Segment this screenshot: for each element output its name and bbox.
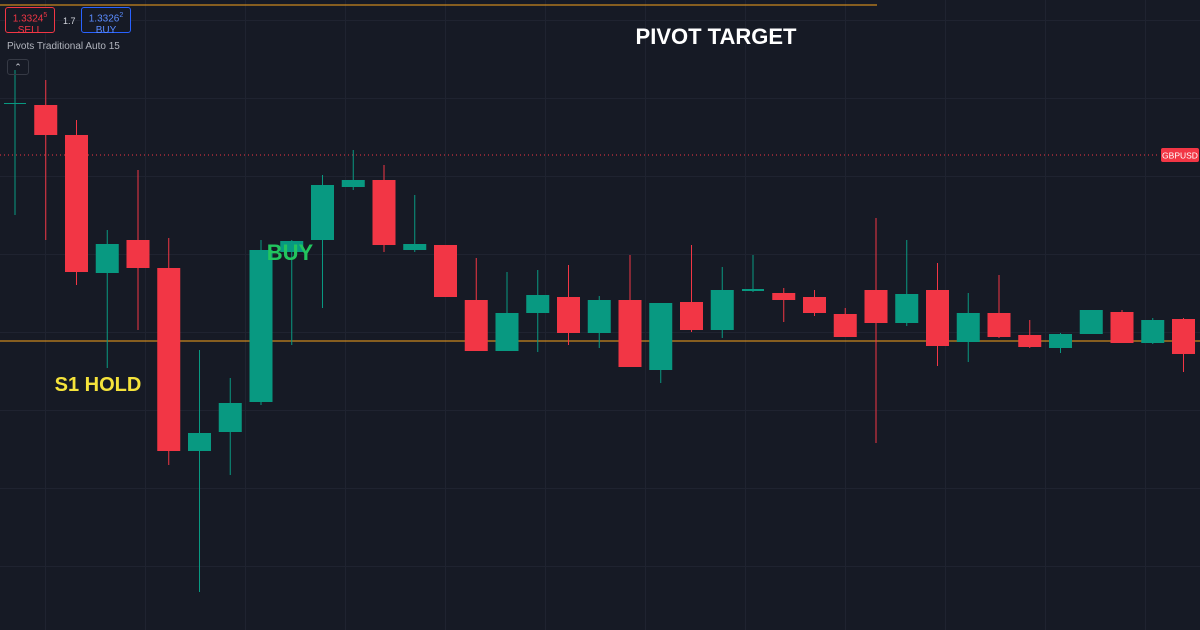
candle-body — [372, 180, 396, 245]
price-label: GBPUSD — [1162, 151, 1198, 161]
candle-body — [557, 297, 580, 333]
sell-button[interactable]: 1.33245 SELL — [5, 7, 55, 36]
candle-body — [311, 185, 334, 240]
candle-body — [218, 403, 242, 432]
candle-body — [526, 295, 550, 313]
candle-body — [742, 289, 764, 291]
candle-body — [833, 314, 857, 337]
candle-body — [434, 245, 457, 297]
buy-label: BUY — [95, 25, 117, 37]
candle-body — [403, 244, 427, 250]
buy-pip: 2 — [119, 12, 124, 19]
spread: 1.7 — [63, 16, 76, 26]
sell-label: SELL — [17, 25, 43, 37]
indicator-label: Pivots Traditional Auto 15 — [7, 41, 120, 52]
candle-body — [1172, 319, 1195, 354]
candle-body — [587, 300, 611, 333]
candle-body — [926, 290, 949, 346]
candle-body — [895, 294, 919, 323]
candle-body — [710, 290, 734, 330]
candle-body — [126, 240, 150, 268]
candle-body — [464, 300, 488, 351]
candle-body — [188, 433, 211, 451]
candle-body — [772, 293, 796, 300]
sell-price: 1.3324 — [12, 13, 44, 25]
candle-body — [280, 241, 304, 252]
buy-button[interactable]: 1.33262 BUY — [81, 7, 131, 36]
candle-body — [1018, 335, 1042, 347]
candle-body — [956, 313, 980, 342]
candle-body — [1141, 320, 1165, 343]
candle-body — [34, 105, 58, 135]
candle-body — [495, 313, 519, 351]
candle-body — [680, 302, 703, 330]
annotation: BUY — [267, 240, 314, 265]
candle-body — [157, 268, 181, 451]
price-label-bg — [1161, 148, 1199, 162]
candle-body — [1049, 334, 1072, 348]
candle-body — [1110, 312, 1134, 343]
candle-body — [249, 250, 273, 402]
candle-body — [803, 297, 826, 313]
annotation: PIVOT TARGET — [636, 24, 797, 49]
candle-body — [95, 244, 119, 273]
candle-body — [341, 180, 365, 187]
candle-body — [864, 290, 888, 323]
candle-body — [987, 313, 1011, 337]
candle-body — [65, 135, 88, 272]
annotation: S1 HOLD — [55, 374, 142, 396]
candle-body — [1079, 310, 1103, 334]
candle-body — [649, 303, 673, 370]
candle-body — [4, 103, 26, 104]
collapse-button[interactable]: ⌃ — [7, 59, 29, 75]
candle-body — [618, 300, 642, 367]
buy-price: 1.3326 — [88, 13, 120, 25]
sell-pip: 5 — [43, 12, 48, 19]
